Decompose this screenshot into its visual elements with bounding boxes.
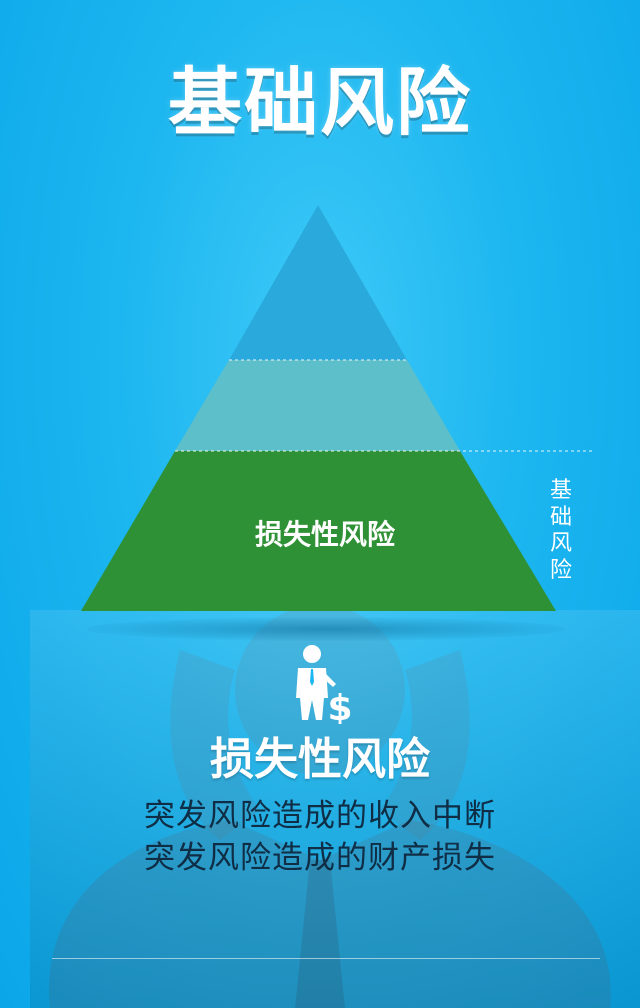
description-line-1: 突发风险造成的收入中断 bbox=[144, 798, 496, 834]
businessman-dollar-icon: $ bbox=[290, 642, 360, 729]
description-line-2: 突发风险造成的财产损失 bbox=[144, 840, 496, 876]
svg-text:$: $ bbox=[327, 688, 352, 724]
person-silhouette-background bbox=[30, 610, 640, 1008]
pyramid-bottom-tier bbox=[81, 451, 556, 611]
pyramid-bottom-label: 损失性风险 bbox=[254, 518, 395, 551]
pyramid-top-tier bbox=[229, 205, 407, 360]
bottom-divider bbox=[52, 958, 600, 959]
pyramid-side-label: 基础风险 bbox=[549, 478, 572, 583]
pyramid-middle-tier bbox=[175, 360, 460, 451]
pyramid-shadow bbox=[86, 617, 566, 641]
risk-pyramid bbox=[81, 205, 566, 641]
section-heading: 损失性风险 bbox=[210, 734, 430, 785]
page-title: 基础风险 bbox=[168, 60, 472, 146]
